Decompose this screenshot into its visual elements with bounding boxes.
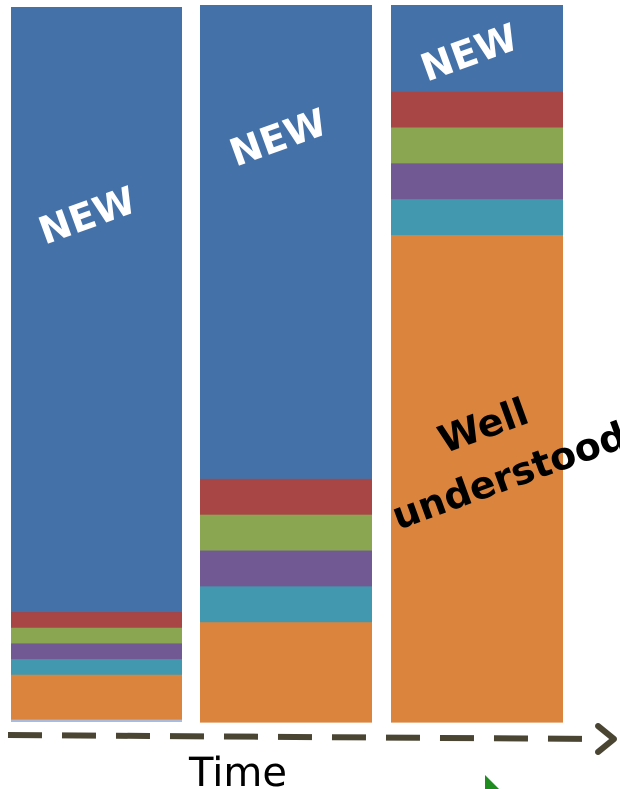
bar-2-segment-purple: [200, 549, 372, 587]
bar-1-base-strip: [11, 719, 182, 722]
bar-1-segment-blue: [11, 7, 182, 613]
time-axis-line: [7, 732, 597, 742]
bars-layer: [11, 5, 563, 723]
pointer-cursor-icon: [485, 775, 499, 789]
bar-1-segment-purple: [11, 642, 182, 660]
bar-1-segment-orange: [11, 674, 182, 720]
time-axis-arrowhead: [595, 723, 617, 755]
bar-2-segment-cyan: [200, 585, 372, 623]
bar-3-segment-blue: [391, 5, 563, 92]
bar-1-segment-red: [11, 611, 182, 628]
bar-1-segment-green: [11, 627, 182, 644]
bar-3-segment-green: [391, 126, 563, 164]
bar-2-segment-blue: [200, 5, 372, 479]
bar-1-segment-cyan: [11, 658, 182, 675]
bar-3-segment-orange: [391, 234, 563, 723]
time-axis-label: Time: [188, 750, 287, 789]
bar-3-segment-cyan: [391, 198, 563, 236]
bar-2-segment-red: [200, 478, 372, 515]
bar-2-segment-green: [200, 514, 372, 551]
bar-3-segment-purple: [391, 162, 563, 200]
bar-2-segment-orange: [200, 621, 372, 723]
bar-3-segment-red: [391, 91, 563, 128]
